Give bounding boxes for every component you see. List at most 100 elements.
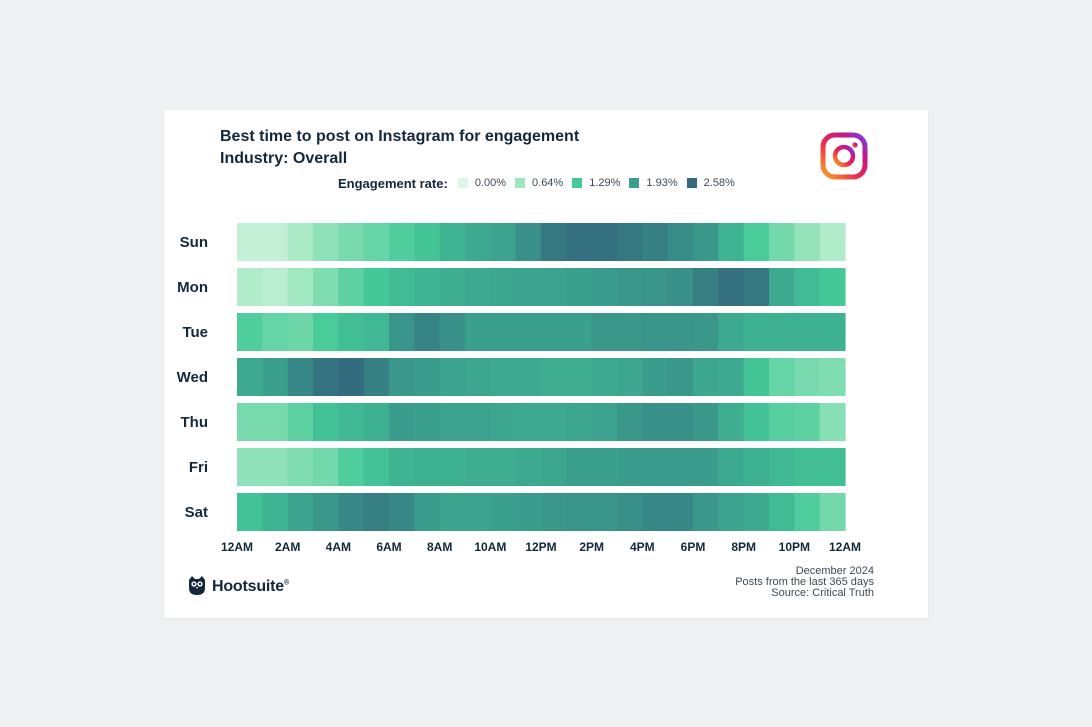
heatmap-cell [541, 223, 567, 261]
heatmap-cell [363, 448, 390, 486]
heatmap-cell [566, 358, 593, 396]
heatmap-cell [667, 493, 694, 531]
heatmap-cell [591, 313, 618, 351]
heatmap-cell [693, 493, 719, 531]
heatmap-cell [338, 448, 365, 486]
heatmap-cell [465, 223, 491, 261]
heatmap-cell [515, 268, 542, 306]
heatmap-cell [743, 313, 770, 351]
footnote-source: Source: Critical Truth [771, 587, 874, 599]
heatmap-cell [287, 448, 314, 486]
legend-item: 0.64% [515, 177, 563, 189]
heatmap-cell [287, 358, 314, 396]
heatmap-cell [363, 313, 390, 351]
heatmap-cell [743, 268, 770, 306]
heatmap-cell [667, 403, 694, 441]
heatmap-cell [617, 448, 643, 486]
day-label: Wed [177, 369, 208, 386]
heatmap-cell [439, 313, 466, 351]
heatmap-cell [287, 403, 314, 441]
heatmap-cell [642, 223, 669, 261]
heatmap-cell [794, 403, 821, 441]
heatmap-cell [693, 448, 719, 486]
heatmap-cell [693, 403, 719, 441]
heatmap-cell [465, 358, 491, 396]
heatmap-cell [363, 358, 390, 396]
heatmap-cell [313, 493, 339, 531]
heatmap-cell [439, 268, 466, 306]
legend-swatch [457, 178, 468, 188]
heatmap-cell [237, 493, 263, 531]
heatmap-cell [363, 223, 390, 261]
heatmap-cell [642, 448, 669, 486]
heatmap-cell [313, 268, 339, 306]
heatmap-cell [389, 403, 415, 441]
heatmap-cell [439, 358, 466, 396]
heatmap-cell [490, 223, 517, 261]
heatmap-cell [617, 358, 643, 396]
heatmap-cell [794, 493, 821, 531]
heatmap-cell [490, 448, 517, 486]
heatmap-cell [718, 403, 745, 441]
x-tick-label: 4AM [326, 540, 351, 554]
heatmap-cell [743, 358, 770, 396]
heatmap-cell [617, 223, 643, 261]
hootsuite-logo: Hootsuite® [186, 574, 289, 600]
heatmap-cell [262, 403, 289, 441]
heatmap-cell [465, 403, 491, 441]
heatmap-cell [591, 493, 618, 531]
heatmap-cell [566, 223, 593, 261]
heatmap-cell [313, 223, 339, 261]
heatmap-cell [389, 268, 415, 306]
heatmap-cell [414, 358, 441, 396]
x-tick-label: 4PM [630, 540, 655, 554]
heatmap-cell [262, 268, 289, 306]
heatmap-cell [363, 493, 390, 531]
heatmap-cell [819, 268, 846, 306]
heatmap-cell [414, 223, 441, 261]
heatmap-cell [237, 268, 263, 306]
day-label: Fri [189, 459, 208, 476]
heatmap-cell [667, 313, 694, 351]
day-label: Sat [185, 504, 208, 521]
heatmap-cell [237, 358, 263, 396]
heatmap-cell [718, 223, 745, 261]
day-label: Mon [177, 279, 208, 296]
x-tick-label: 12PM [525, 540, 556, 554]
heatmap-cell [465, 268, 491, 306]
heatmap-cell [541, 313, 567, 351]
heatmap-cell [667, 358, 694, 396]
heatmap-cell [819, 403, 846, 441]
heatmap-cell [338, 403, 365, 441]
heatmap-cell [566, 448, 593, 486]
heatmap-cell [541, 448, 567, 486]
heatmap-cell [389, 358, 415, 396]
heatmap-cell [515, 223, 542, 261]
heatmap-cell [819, 448, 846, 486]
heatmap-cell [414, 268, 441, 306]
heatmap-cell [439, 493, 466, 531]
heatmap-cell [414, 403, 441, 441]
heatmap-cell [490, 358, 517, 396]
legend-swatch [572, 178, 583, 188]
heatmap-cell [642, 313, 669, 351]
heatmap-cell [566, 403, 593, 441]
heatmap-cell [769, 358, 795, 396]
heatmap-cell [262, 223, 289, 261]
heatmap-cell [566, 268, 593, 306]
heatmap-cell [414, 493, 441, 531]
heatmap-cell [617, 313, 643, 351]
heatmap-cell [287, 493, 314, 531]
heatmap-cell [287, 223, 314, 261]
heatmap-cell [769, 313, 795, 351]
heatmap-cell [237, 403, 263, 441]
heatmap-cell [313, 448, 339, 486]
legend-swatch [686, 178, 697, 188]
heatmap-cell [338, 313, 365, 351]
legend-swatch [629, 178, 640, 188]
heatmap-cell [515, 448, 542, 486]
x-tick-label: 8AM [427, 540, 452, 554]
heatmap-cell [338, 268, 365, 306]
x-tick-label: 12AM [829, 540, 861, 554]
heatmap-cell [642, 358, 669, 396]
